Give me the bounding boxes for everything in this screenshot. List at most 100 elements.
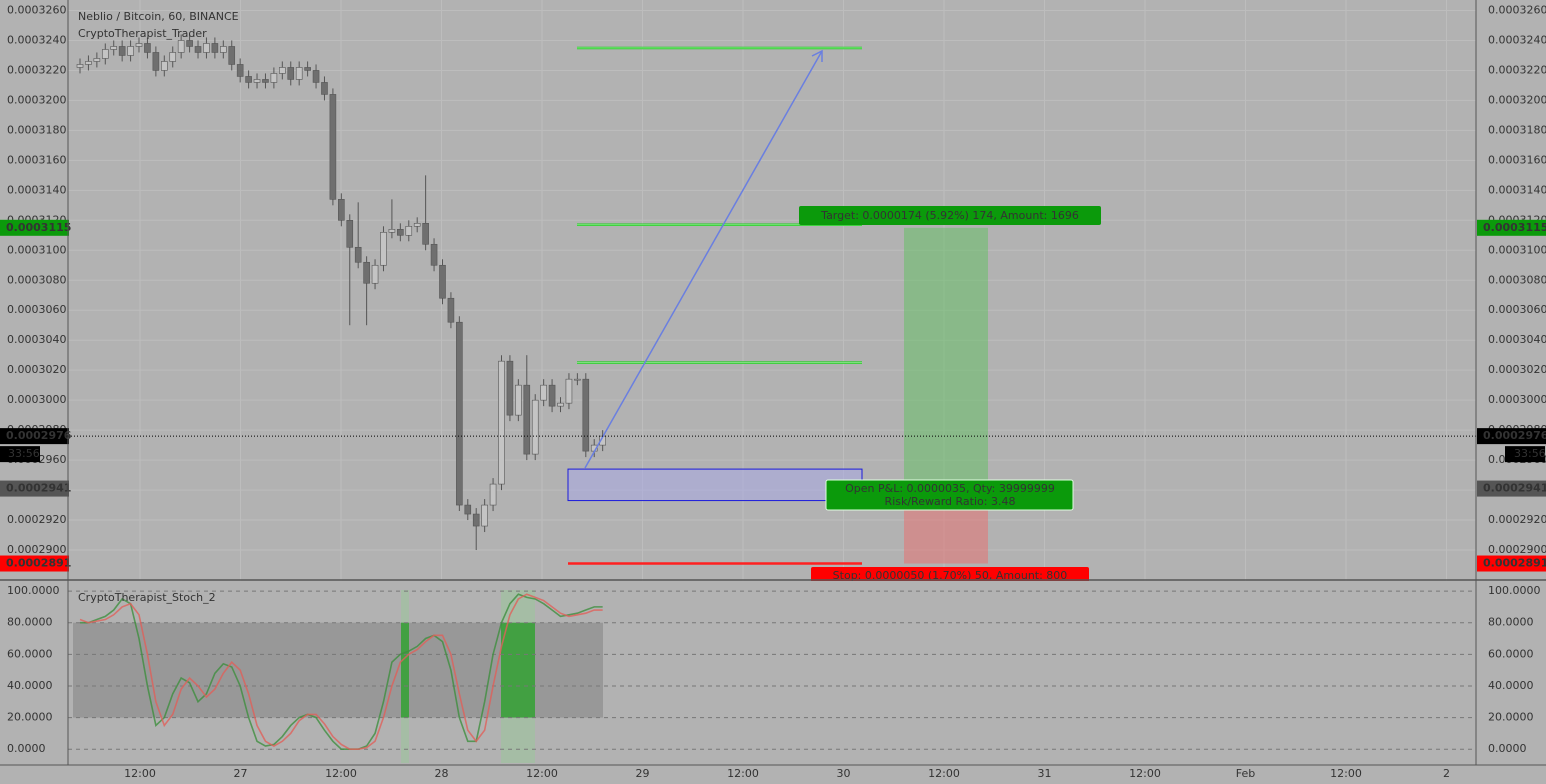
price-label-box [0, 555, 69, 572]
candle-body [481, 504, 488, 527]
price-label: 0.0002941 [6, 482, 71, 495]
candle-body [228, 46, 236, 65]
candle-body [321, 82, 328, 95]
pane-background [0, 581, 1546, 784]
candle-body [422, 223, 429, 245]
stoch-line [80, 593, 603, 750]
candle-body [582, 378, 590, 452]
y-tick-label: 0.0000 [1488, 742, 1527, 755]
candle-body [110, 46, 118, 50]
candle-body [498, 360, 505, 485]
y-tick-label: 0.0003240 [7, 33, 67, 46]
y-tick-label: 0.0003040 [1488, 333, 1546, 346]
price-label-box [0, 219, 69, 236]
candle-body [211, 43, 219, 53]
target-label-box [799, 206, 1101, 225]
x-tick-label: 12:00 [1330, 767, 1362, 780]
price-label: 0.0002976 [6, 429, 72, 442]
candle-body [85, 61, 92, 65]
y-tick-label: 0.0003060 [1488, 303, 1546, 316]
candle-body [413, 223, 421, 227]
candle-body [531, 399, 539, 455]
y-tick-label: 0.0003220 [1488, 63, 1546, 76]
pnl-label-box [825, 479, 1074, 511]
risk-reward-label: Risk/Reward Ratio: 3.48 [885, 495, 1016, 508]
pnl-label: Open P&L: 0.0000035, Qty: 39999999 [845, 482, 1055, 495]
y-tick-label: 20.0000 [1488, 711, 1534, 724]
candle-body [161, 61, 168, 71]
y-tick-label: 0.0003040 [7, 333, 67, 346]
candle-body [397, 229, 404, 236]
x-tick-label: 12:00 [928, 767, 960, 780]
y-tick-label: 60.0000 [1488, 647, 1534, 660]
candle-body [101, 49, 109, 59]
y-tick-label: 0.0003220 [7, 63, 67, 76]
y-tick-label: 80.0000 [7, 616, 53, 629]
candle-body [380, 231, 387, 266]
y-tick-label: 0.0003000 [7, 393, 67, 406]
x-tick-label: 29 [636, 767, 650, 780]
x-tick-label: 12:00 [325, 767, 357, 780]
y-tick-label: 0.0002900 [1488, 543, 1546, 556]
candle-body [472, 513, 480, 527]
price-label: 0.0003115 [6, 221, 71, 234]
y-tick-label: 0.0003200 [1488, 93, 1546, 106]
candle-body [152, 52, 160, 71]
candle-body [236, 64, 244, 77]
candle-body [93, 58, 101, 62]
candle-body [76, 64, 84, 68]
y-tick-label: 0.0003240 [1488, 33, 1546, 46]
candle-body [169, 52, 177, 62]
candle-body [464, 504, 472, 515]
candle-body [270, 73, 278, 83]
price-label-box [1477, 480, 1546, 497]
candle-body [540, 384, 547, 401]
x-tick-label: 12:00 [727, 767, 759, 780]
trend-arrow [584, 50, 823, 469]
candle-body [506, 360, 514, 416]
chart-title: Neblio / Bitcoin, 60, BINANCE [78, 10, 239, 23]
price-label-box [0, 480, 69, 497]
trend-arrow-head [811, 49, 823, 62]
y-tick-label: 40.0000 [7, 679, 53, 692]
candle-body [186, 40, 193, 47]
candle-body [177, 40, 185, 53]
highlight-strong [401, 622, 409, 718]
y-tick-label: 0.0003180 [1488, 123, 1546, 136]
y-tick-label: 0.0003140 [7, 183, 67, 196]
price-label-box [1477, 428, 1546, 445]
candle-body [144, 43, 151, 53]
y-tick-label: 0.0003100 [1488, 243, 1546, 256]
price-label: 0.0002891 [1483, 557, 1546, 570]
candle-body [565, 378, 573, 404]
candle-body [135, 43, 143, 47]
y-tick-label: 0.0003000 [1488, 393, 1546, 406]
candle-body [329, 94, 337, 200]
candle-body [523, 384, 531, 455]
candle-body [118, 46, 126, 56]
stoch-title: CryptoTherapist_Stoch_2 [78, 591, 216, 604]
candle-body [557, 402, 564, 407]
x-tick-label: 30 [837, 767, 851, 780]
price-label: 0.0002941 [1483, 482, 1546, 495]
candle-body [338, 199, 345, 221]
y-tick-label: 0.0003160 [1488, 153, 1546, 166]
candle-body [194, 46, 202, 53]
candle-body [430, 243, 438, 266]
x-tick-label: 28 [435, 767, 449, 780]
candle-body [346, 220, 354, 248]
candle-body [405, 226, 413, 236]
candle-body [279, 67, 286, 74]
candle-body [312, 70, 320, 83]
y-tick-label: 0.0003140 [1488, 183, 1546, 196]
stoch-line [79, 593, 603, 750]
y-tick-label: 20.0000 [7, 711, 53, 724]
x-tick-label: Feb [1236, 767, 1255, 780]
y-tick-label: 0.0003080 [1488, 273, 1546, 286]
y-tick-label: 0.0003060 [7, 303, 67, 316]
y-tick-label: 0.0003160 [7, 153, 67, 166]
candle-body [262, 79, 269, 83]
price-label: 0.0003115 [1483, 221, 1546, 234]
